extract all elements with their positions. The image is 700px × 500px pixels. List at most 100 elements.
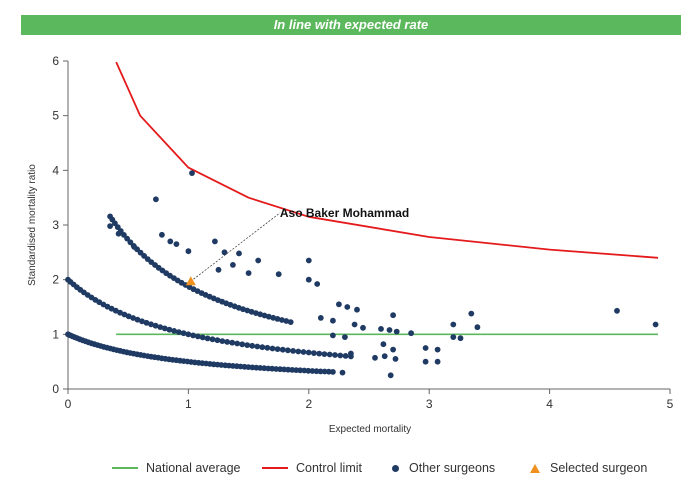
other-surgeon-point [344, 304, 351, 310]
y-tick-label: 1 [52, 327, 59, 341]
other-surgeon-point [124, 235, 130, 242]
legend-control-limit[interactable]: Control limit [262, 458, 362, 478]
other-surgeon-point [372, 354, 378, 361]
other-surgeon-point [185, 331, 192, 338]
status-banner: In line with expected rate [21, 15, 681, 35]
other-surgeon-point [195, 333, 201, 340]
other-surgeon-point [112, 307, 119, 314]
y-tick-label: 0 [52, 382, 59, 396]
other-surgeon-point [342, 334, 348, 340]
x-tick-label: 4 [546, 397, 553, 411]
other-surgeon-point [125, 313, 132, 320]
other-surgeon-point [239, 341, 246, 348]
y-tick-label: 3 [52, 218, 59, 232]
other-surgeon-point [317, 368, 324, 375]
other-surgeon-point [166, 326, 173, 333]
other-surgeon-point [309, 368, 316, 374]
other-surgeon-point [326, 351, 333, 358]
other-surgeon-point [422, 345, 429, 351]
other-surgeon-point [255, 257, 262, 264]
other-surgeon-point [287, 319, 294, 325]
other-surgeon-point [393, 328, 400, 335]
other-surgeon-point [130, 315, 137, 321]
other-surgeon-point [204, 335, 211, 342]
x-axis-label: Expected mortality [329, 424, 411, 435]
other-surgeon-point [143, 319, 150, 326]
other-surgeon-point [330, 317, 336, 324]
other-surgeon-point [139, 318, 145, 325]
other-surgeon-point [378, 326, 384, 332]
other-surgeon-point [215, 266, 222, 273]
dot-swatch-icon [392, 464, 399, 472]
other-surgeon-point [159, 231, 165, 238]
other-surgeon-point [259, 344, 266, 351]
other-surgeon-point [311, 350, 317, 356]
legend-selected-surgeon[interactable]: Selected surgeon [530, 458, 647, 478]
legend: National average Control limit Other sur… [0, 458, 700, 478]
other-surgeon-point [295, 348, 302, 355]
other-surgeon-point [337, 352, 344, 359]
other-surgeon-point [279, 346, 286, 353]
other-surgeon-point [167, 238, 174, 245]
other-surgeon-point [351, 321, 358, 328]
other-surgeon-point [107, 223, 113, 230]
other-surgeon-point [317, 315, 324, 321]
other-surgeon-point [157, 324, 164, 330]
other-surgeon-point [264, 344, 271, 351]
other-surgeon-point [236, 250, 242, 257]
legend-national-average[interactable]: National average [112, 458, 241, 478]
other-surgeon-point [221, 249, 228, 256]
other-surgeon-point [305, 349, 312, 356]
triangle-swatch-icon [530, 463, 540, 473]
other-surgeon-point [468, 310, 475, 317]
other-surgeon-point [245, 270, 252, 276]
other-surgeon-point [336, 301, 342, 308]
other-surgeon-point [652, 321, 659, 328]
other-surgeon-point [199, 334, 206, 341]
other-surgeon-point [274, 346, 281, 352]
legend-label: Selected surgeon [550, 461, 648, 475]
other-surgeon-point [305, 257, 312, 264]
other-surgeon-point [171, 328, 178, 334]
other-surgeon-point [330, 369, 336, 375]
other-surgeon-point [390, 346, 396, 353]
other-surgeon-point [285, 347, 291, 354]
other-surgeon-point [305, 276, 312, 283]
other-surgeon-point [230, 262, 236, 268]
y-tick-label: 5 [52, 109, 59, 123]
other-surgeon-point [283, 318, 290, 324]
other-surgeon-point [316, 350, 323, 357]
selected-surgeon-label: Aso Baker Mohammad [280, 206, 409, 220]
other-surgeon-point [175, 329, 182, 335]
other-surgeon-point [274, 316, 281, 322]
x-tick-label: 2 [305, 397, 312, 411]
other-surgeon-point [269, 345, 276, 352]
x-tick-label: 3 [426, 397, 433, 411]
other-surgeon-point [305, 367, 312, 374]
legend-other-surgeons[interactable]: Other surgeons [392, 458, 495, 478]
other-surgeon-point [209, 336, 216, 343]
other-surgeon-point [342, 353, 349, 359]
other-surgeon-point [180, 330, 187, 337]
other-surgeon-point [185, 248, 192, 255]
other-surgeon-point [354, 306, 360, 313]
other-surgeon-point [148, 321, 154, 328]
other-surgeon-point [332, 352, 338, 358]
other-surgeon-point [457, 335, 464, 342]
other-surgeon-point [339, 369, 346, 376]
other-surgeon-point [134, 316, 141, 323]
other-surgeon-point [224, 339, 231, 345]
x-tick-label: 0 [65, 397, 72, 411]
other-surgeon-point [290, 348, 296, 354]
control-limit-line [115, 61, 659, 259]
other-surgeon-point [408, 330, 414, 337]
other-surgeon-point [450, 334, 457, 340]
y-axis-label: Standardised mortality ratio [27, 164, 38, 286]
other-surgeon-point [381, 353, 388, 360]
legend-label: Control limit [296, 461, 362, 475]
other-surgeon-point [189, 170, 195, 177]
annotation-leader-line [190, 212, 281, 282]
other-surgeon-point [390, 312, 396, 319]
other-surgeon-point [313, 368, 320, 375]
other-surgeon-point [173, 241, 180, 248]
